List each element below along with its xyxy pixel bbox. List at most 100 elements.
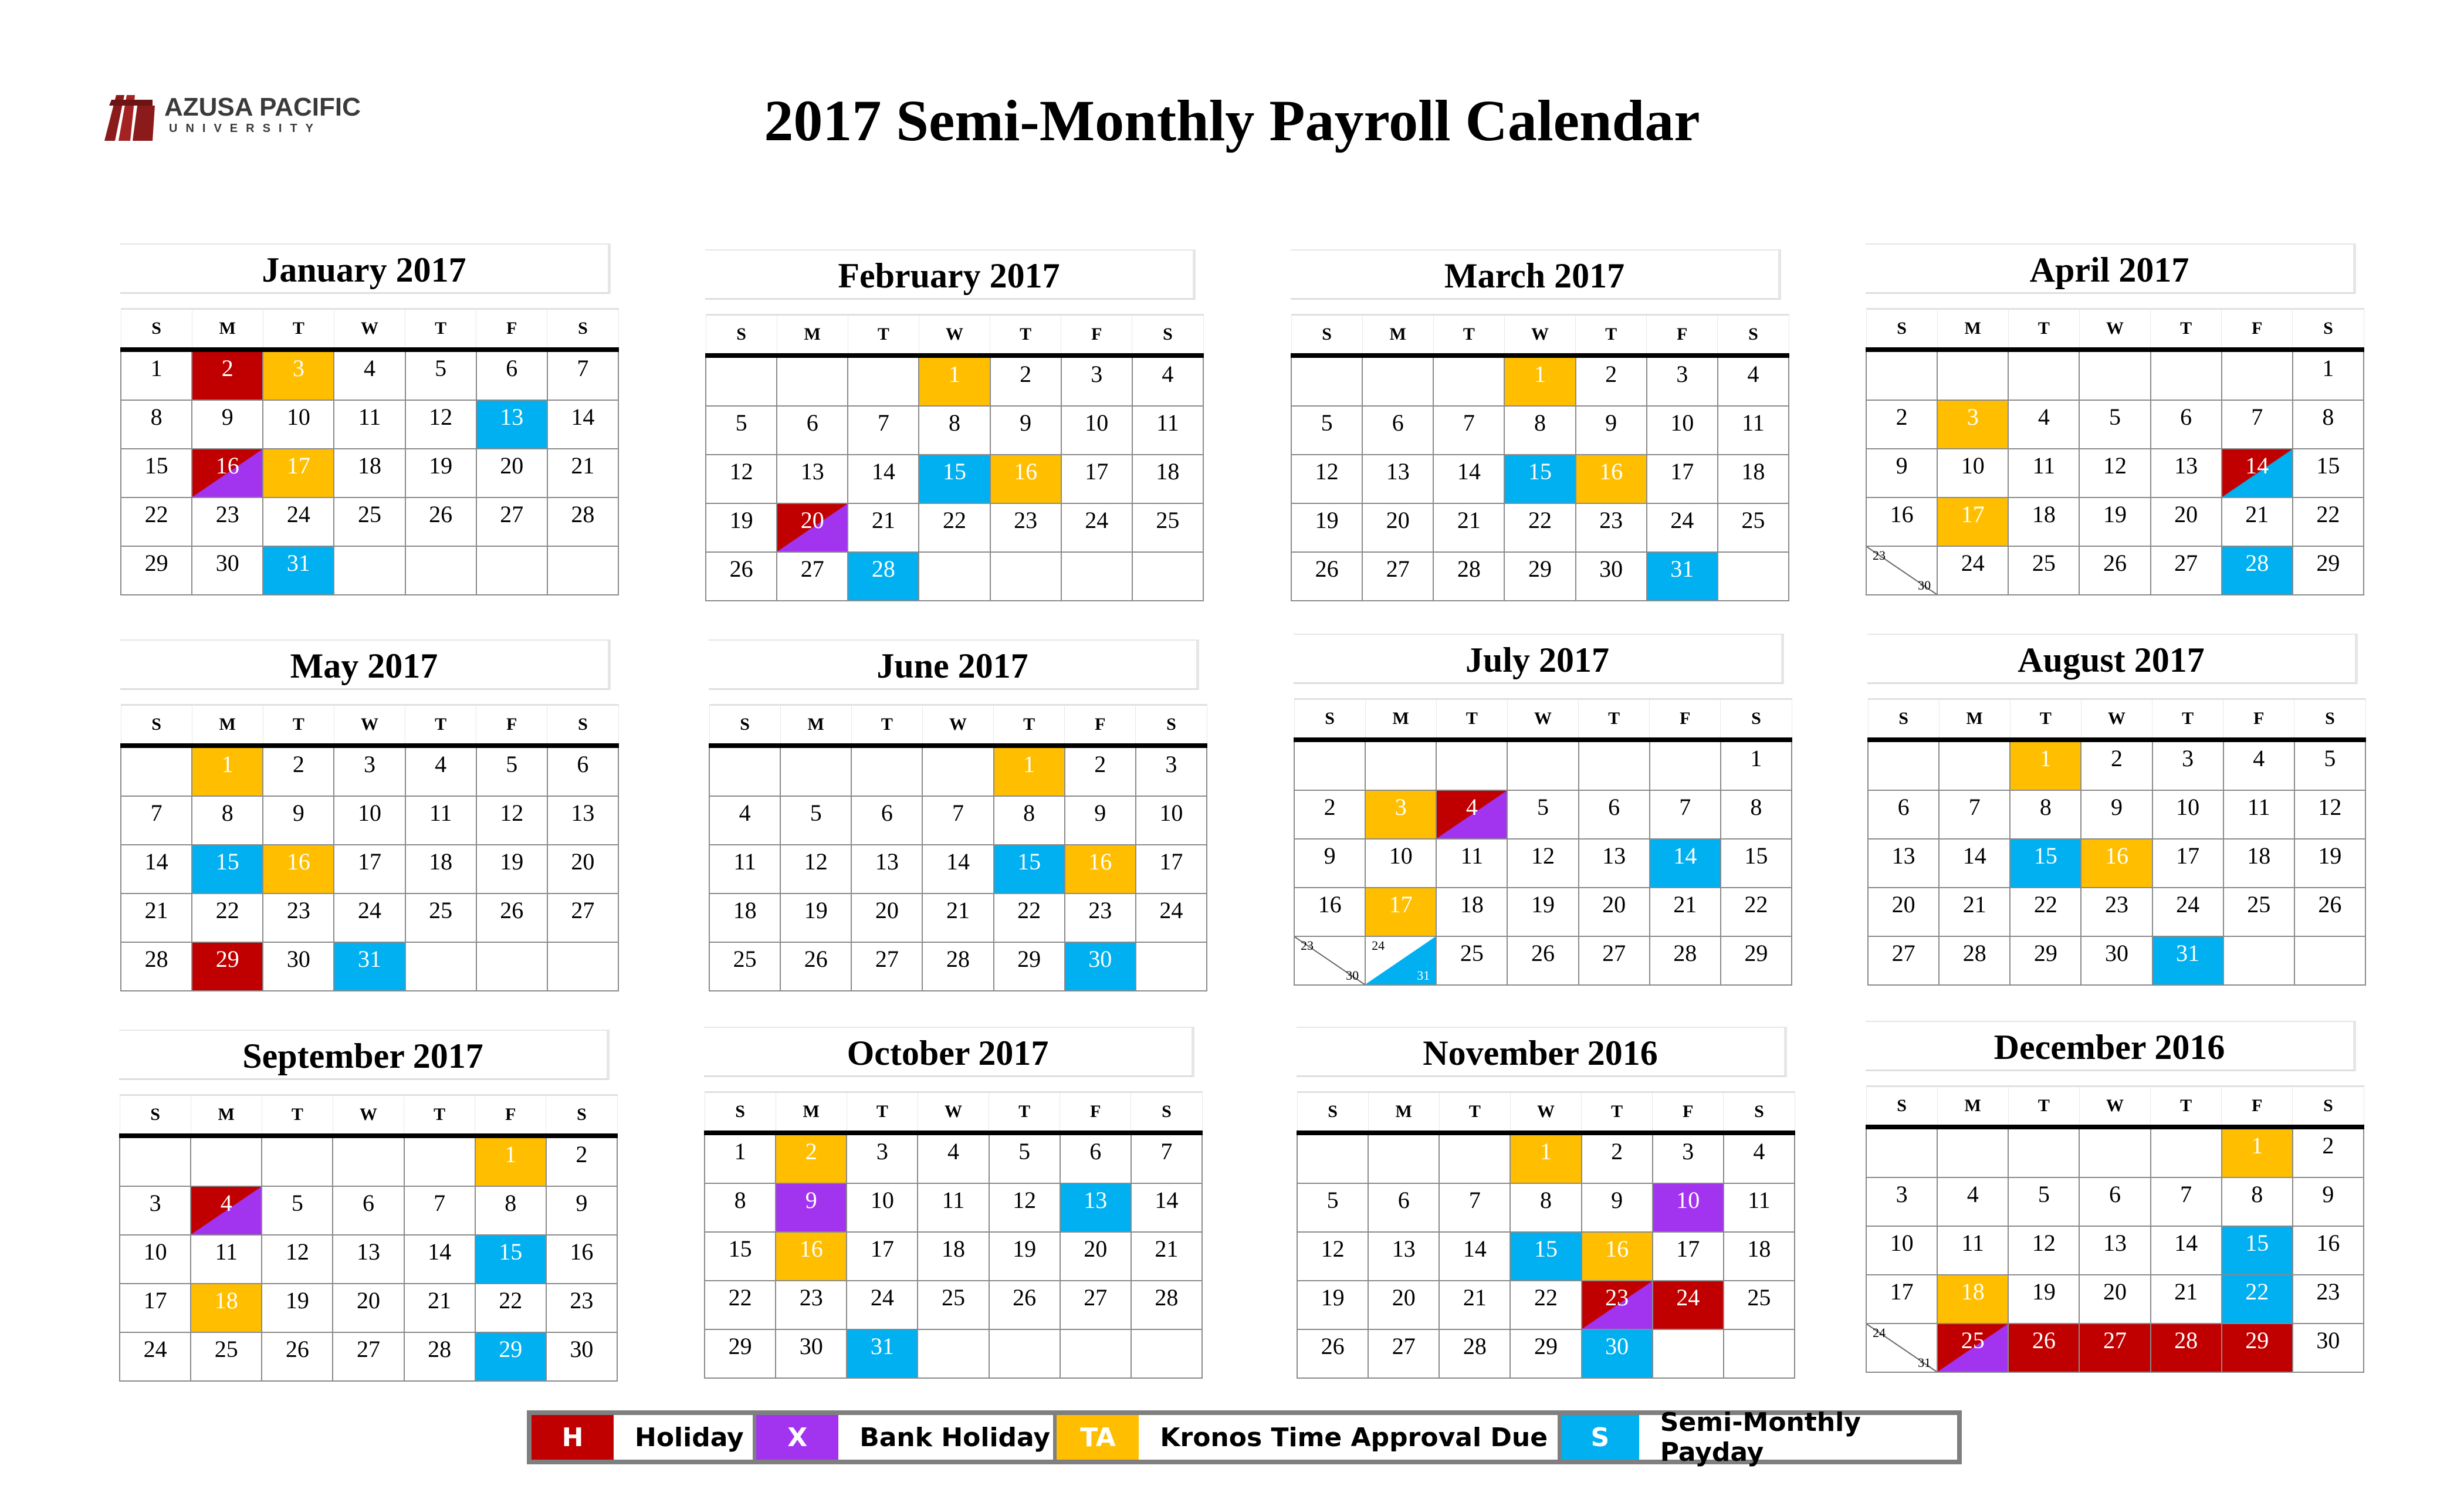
day-cell: 18 xyxy=(917,1231,990,1281)
day-cell: 8 xyxy=(703,1183,777,1233)
day-number: 10 xyxy=(1389,842,1413,869)
day-cell: 7 xyxy=(847,405,920,455)
day-number: 7 xyxy=(2251,404,2263,430)
day-cell: 14 xyxy=(2221,448,2293,498)
day-cell: 3 xyxy=(119,1186,192,1236)
day-number: 19 xyxy=(804,897,828,923)
weekday-header: S xyxy=(1717,314,1789,358)
day-cell xyxy=(1937,1126,2009,1178)
day-number: 19 xyxy=(2103,501,2127,527)
day-cell: 14 xyxy=(1130,1183,1203,1233)
day-cell: 14 xyxy=(1439,1231,1511,1281)
day-number: 21 xyxy=(1463,1284,1487,1311)
university-logo: AZUSA PACIFIC UNIVERSITY xyxy=(94,82,361,147)
day-number: 7 xyxy=(150,800,163,826)
day-number: 16 xyxy=(1318,891,1342,918)
legend-item: S Semi-Monthly Payday xyxy=(1561,1407,1957,1467)
day-number: 19 xyxy=(285,1287,309,1314)
day-cell: 22 xyxy=(1509,1280,1582,1330)
day-cell: 15 xyxy=(2009,838,2082,888)
day-cell: 23 xyxy=(1575,503,1647,553)
day-cell: 13 xyxy=(1362,454,1434,504)
week-row: 8 9 10 11 12 13 14 xyxy=(120,400,620,449)
day-cell: 4 xyxy=(2008,400,2080,449)
day-number: 21 xyxy=(144,897,168,923)
week-row: 14 15 16 17 18 19 20 xyxy=(120,844,620,894)
day-number: 13 xyxy=(356,1238,380,1265)
day-number: 27 xyxy=(875,946,899,972)
weekday-header: T xyxy=(2150,308,2222,352)
day-number: 6 xyxy=(1397,1187,1410,1213)
day-cell: 10 xyxy=(1646,405,1718,455)
week-row: 16 17 18 19 20 21 22 xyxy=(1865,497,2365,547)
day-cell: 19 xyxy=(404,448,477,498)
day-number: 12 xyxy=(804,848,828,875)
legend-label: Kronos Time Approval Due xyxy=(1160,1422,1548,1453)
day-number: 28 xyxy=(871,556,895,582)
day-number: 24 xyxy=(143,1336,167,1362)
day-cell: 3 xyxy=(2151,739,2224,791)
month-grid: S M T W T F S 1 2 3 4 5 6 7 8 9 10 11 12 13 14 15 16 17 18 19 20 21… xyxy=(120,704,620,991)
day-cell: 31 xyxy=(2151,936,2224,986)
day-cell: 2 xyxy=(1064,745,1136,797)
week-row: 9 10 11 12 13 14 15 xyxy=(1865,448,2365,498)
day-cell: 3 xyxy=(1865,1177,1938,1227)
day-cell: 29 xyxy=(2009,936,2082,986)
weekday-header: S xyxy=(1291,314,1363,358)
day-number: 1 xyxy=(2251,1132,2263,1159)
day-cell: 22 xyxy=(993,893,1065,943)
week-row: 11 12 13 14 15 16 17 xyxy=(708,844,1208,894)
day-number: 28 xyxy=(571,501,595,527)
day-number: 10 xyxy=(1676,1187,1700,1213)
day-number: 31 xyxy=(357,946,381,972)
month-title: March 2017 xyxy=(1291,249,1781,300)
day-number: 20 xyxy=(1084,1236,1108,1262)
day-number: 10 xyxy=(870,1187,894,1213)
day-cell xyxy=(119,1135,192,1187)
day-cell: 23 xyxy=(262,893,335,943)
weekday-header: T xyxy=(262,308,334,352)
day-cell: 12 xyxy=(1296,1231,1369,1281)
day-cell: 1 xyxy=(120,349,193,401)
day-cell: 9 xyxy=(989,405,1062,455)
day-number: 19 xyxy=(2318,842,2342,869)
day-cell: 13 xyxy=(2079,1226,2151,1275)
day-number: 7 xyxy=(577,355,589,381)
day-cell: 28 xyxy=(120,942,193,991)
day-number: 19 xyxy=(1013,1236,1037,1262)
week-row: 17 18 19 20 21 22 23 xyxy=(1865,1274,2365,1324)
day-cell: 7 xyxy=(546,349,620,401)
day-number: 3 xyxy=(1967,404,1979,430)
day-number: 1 xyxy=(734,1138,746,1165)
day-number: 13 xyxy=(800,458,824,485)
day-number: 23 xyxy=(799,1284,823,1311)
day-cell: 5 xyxy=(261,1186,334,1236)
day-number: 22 xyxy=(2316,501,2340,527)
legend-swatch: S xyxy=(1561,1415,1639,1460)
day-cell: 4 xyxy=(1436,790,1508,840)
day-cell xyxy=(1368,1132,1440,1184)
day-number: 8 xyxy=(948,409,960,436)
day-number: 26 xyxy=(729,556,753,582)
day-cell: 12 xyxy=(1507,838,1579,888)
day-cell: 22 xyxy=(918,503,991,553)
day-cell xyxy=(708,745,781,797)
week-row: 23 30 24 31 25 26 27 28 29 xyxy=(1293,936,1793,986)
day-cell xyxy=(1365,739,1437,791)
day-cell: 27 xyxy=(546,893,620,943)
day-cell: 11 xyxy=(190,1234,263,1284)
day-cell: 11 xyxy=(708,844,781,894)
day-number: 24 xyxy=(1159,897,1183,923)
day-cell: 19 xyxy=(988,1231,1061,1281)
day-cell: 24 31 xyxy=(1365,936,1437,986)
day-cell: 21 xyxy=(1439,1280,1511,1330)
day-number: 17 xyxy=(1670,458,1694,485)
day-cell: 3 xyxy=(1060,355,1133,407)
day-number: 2 xyxy=(292,751,304,777)
day-number: 24 xyxy=(2176,891,2200,918)
weekday-header: F xyxy=(1649,698,1721,742)
weekday-header: T xyxy=(2150,1085,2222,1129)
day-cell: 30 xyxy=(1064,942,1136,991)
day-number: 2 xyxy=(1611,1138,1623,1165)
day-cell: 24 xyxy=(262,497,335,547)
